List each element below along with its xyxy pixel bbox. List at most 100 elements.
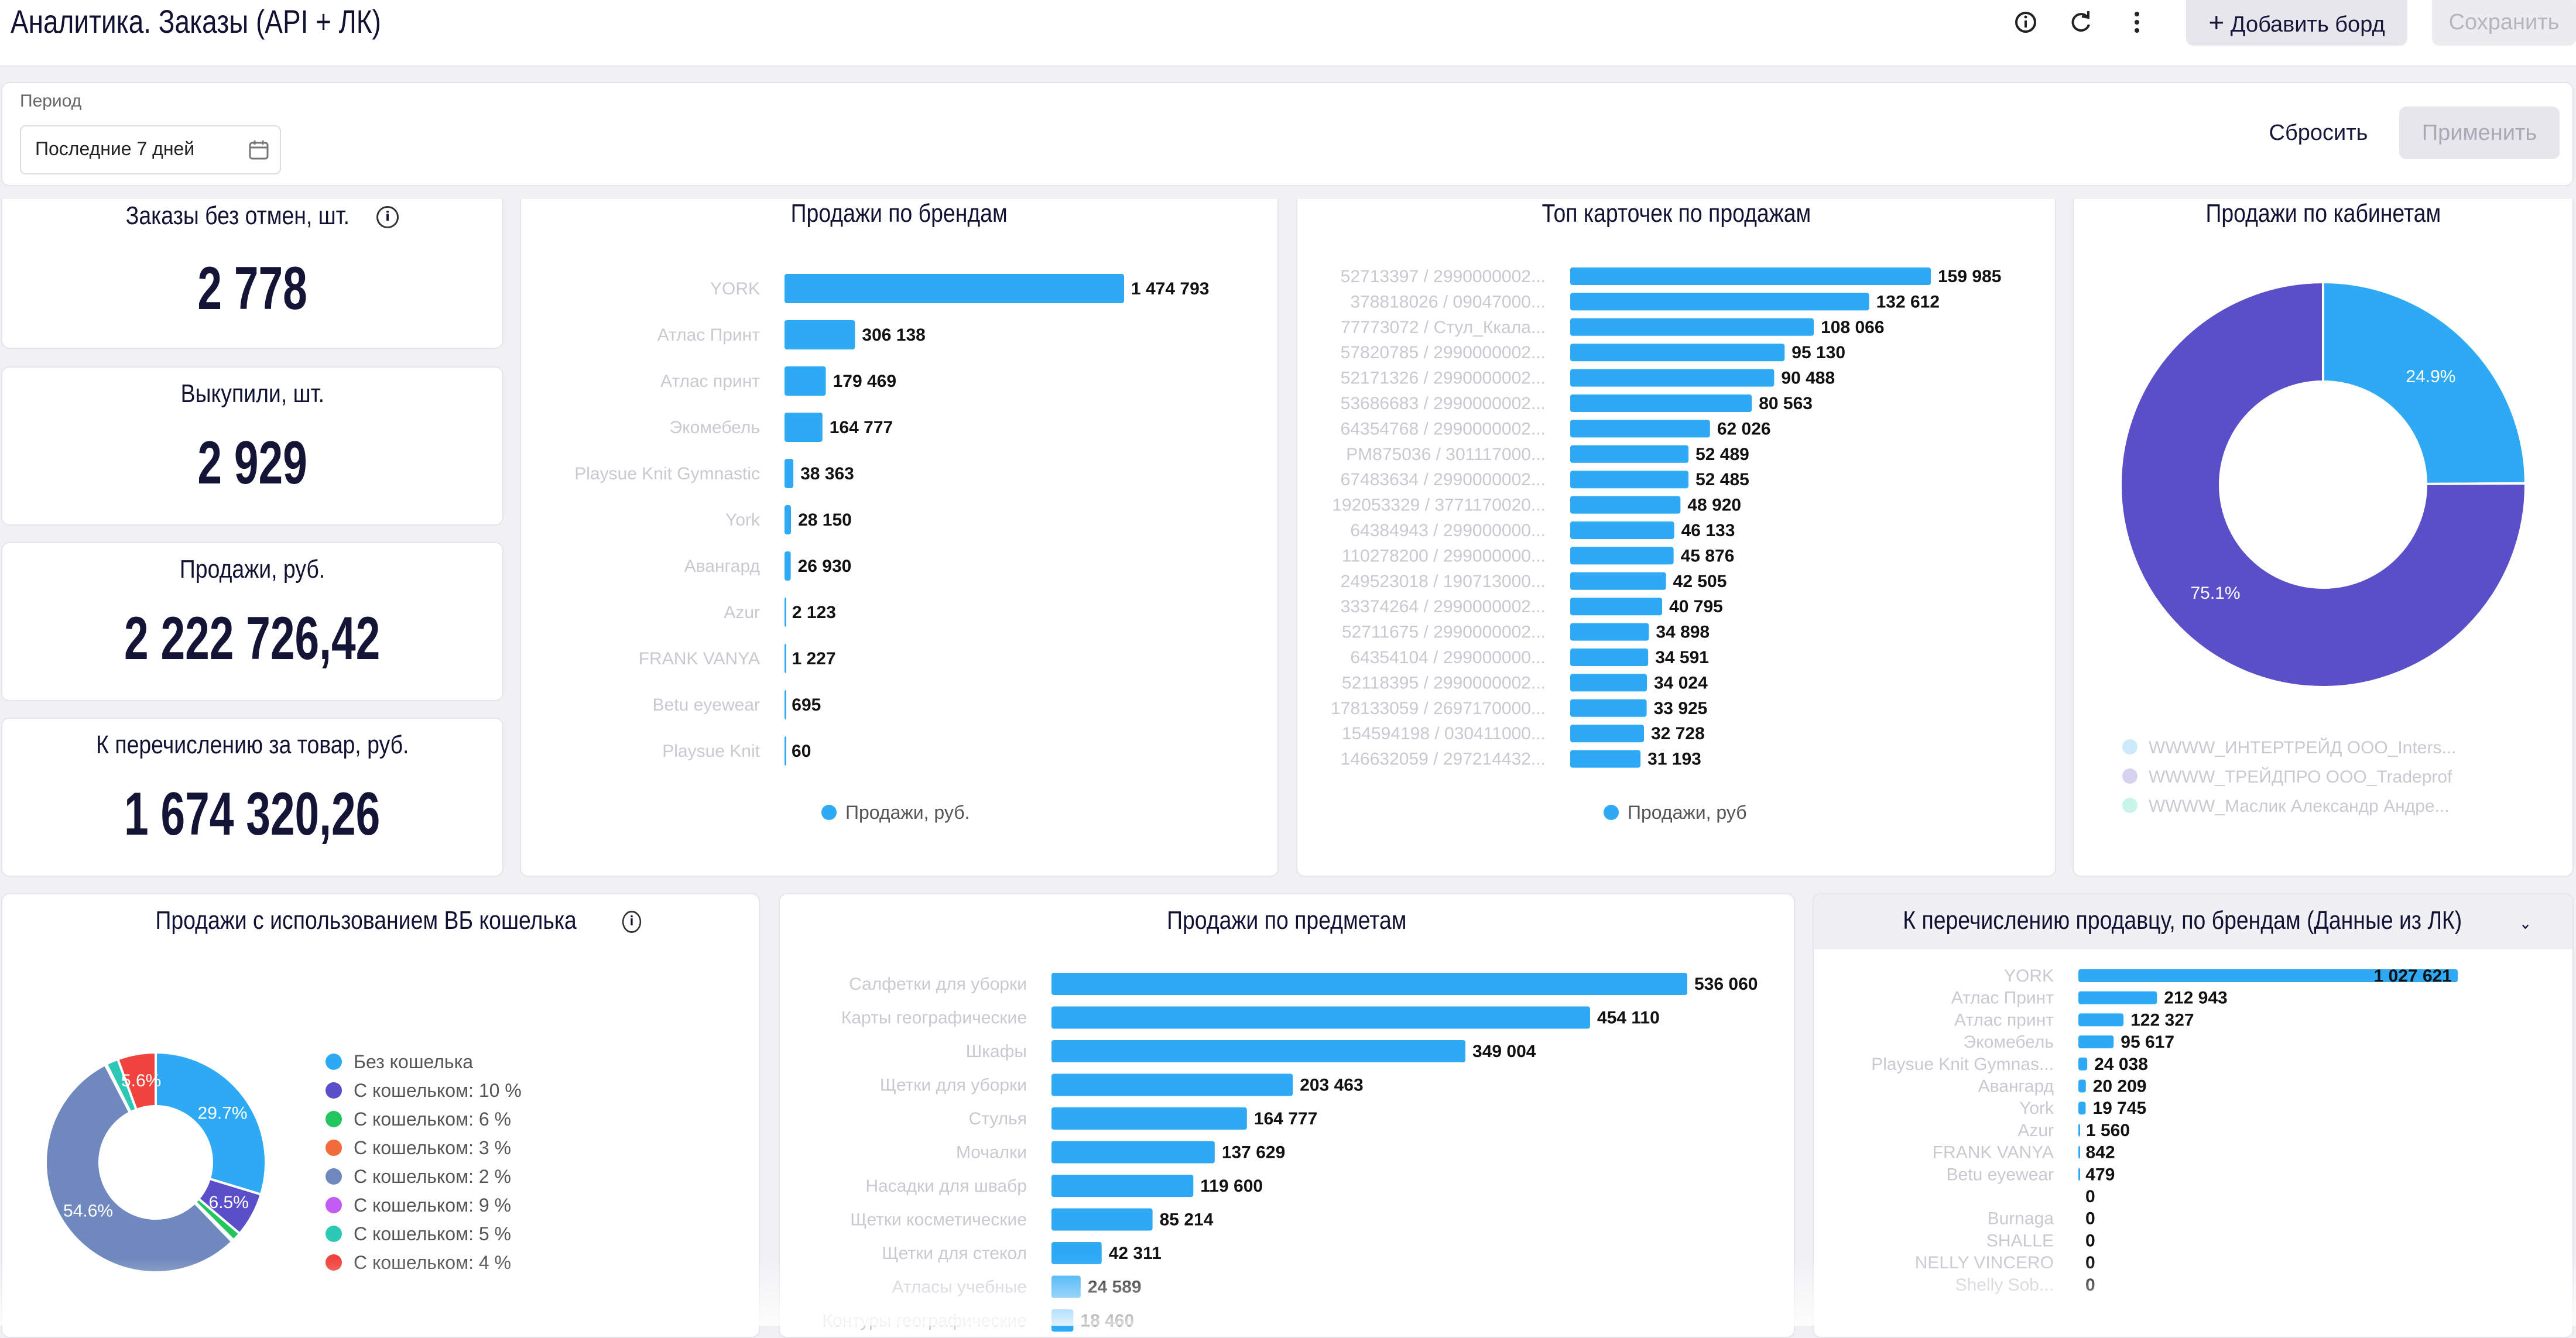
bar: [1051, 973, 1687, 995]
bar: [1570, 623, 1649, 641]
legend-label: WWWW_ИНТЕРТРЕЙД ООО_Inters...: [2149, 737, 2456, 757]
bar-category-label: Playsue Knit Gymnastic: [574, 464, 760, 483]
bar-value-label: 90 488: [1781, 369, 1835, 388]
bar: [785, 366, 826, 396]
bar: [1051, 1040, 1466, 1062]
bar-value-label: 122 327: [2130, 1010, 2194, 1030]
bar-category-label: 192053329 / 3771170020...: [1332, 496, 1546, 515]
payout-dropdown[interactable]: К перечислению продавцу, по брендам (Дан…: [1814, 906, 2572, 935]
chart-card-cabinets: Продажи по кабинетам 24.9% 75.1% WWWW_ИНТЕ…: [2073, 199, 2574, 877]
bar: [785, 274, 1124, 303]
bar-category-label: Атлас Принт: [1951, 989, 2054, 1008]
plus-icon: +: [2208, 7, 2225, 37]
legend-label: С кошельком: 9 %: [354, 1195, 511, 1216]
bar-category-label: Контуры географические: [823, 1311, 1027, 1330]
legend-marker: [326, 1054, 342, 1070]
bar-category-label: Shelly Sob...: [1955, 1275, 2054, 1295]
bar-category-label: Карты географические: [841, 1008, 1027, 1028]
bar-value-label: 0: [2085, 1187, 2095, 1206]
legend-marker: [326, 1197, 342, 1213]
bar-category-label: Стулья: [969, 1109, 1027, 1128]
legend-marker: [1604, 805, 1619, 820]
bar-value-label: 536 060: [1694, 975, 1758, 994]
bar: [785, 320, 855, 349]
bar: [2078, 1035, 2114, 1049]
bar: [785, 459, 794, 488]
bar-value-label: 28 150: [798, 510, 852, 530]
bar: [1051, 1141, 1215, 1164]
bar: [1570, 649, 1649, 666]
more-vertical-icon[interactable]: [2121, 6, 2153, 39]
info-icon[interactable]: i: [622, 911, 642, 934]
payout-brands-bar-chart: YORK 1 027 621 Атлас Принт 212 943 Атлас при…: [1871, 966, 2458, 1295]
bar: [1570, 318, 1814, 336]
bar: [2078, 1057, 2088, 1071]
slice-value-label: 29.7%: [198, 1103, 248, 1123]
bar-value-label: 132 612: [1876, 292, 1940, 311]
bar-category-label: Экомебель: [1964, 1032, 2054, 1052]
bar-category-label: 33374264 / 2990000002...: [1341, 597, 1546, 616]
bar-value-label: 24 589: [1088, 1278, 1142, 1297]
info-icon[interactable]: [2009, 6, 2042, 39]
add-board-button[interactable]: + Добавить борд: [2186, 0, 2407, 46]
filter-bar: Период Последние 7 дней Сбросить Примени…: [1, 82, 2574, 186]
kpi-value: 2 778: [197, 255, 307, 323]
donut-slice: [2322, 280, 2527, 485]
bar-category-label: Экомебель: [670, 418, 760, 437]
legend-label: WWWW_ТРЕЙДПРО ООО_Tradeprof: [2149, 767, 2452, 787]
bar-value-label: 60: [792, 742, 811, 761]
bar-value-label: 34 898: [1656, 623, 1710, 642]
info-icon[interactable]: i: [376, 206, 399, 229]
reset-button[interactable]: Сбросить: [2269, 121, 2368, 145]
bar-category-label: Салфетки для уборки: [849, 975, 1027, 994]
bar-category-label: Атласы учебные: [892, 1278, 1027, 1297]
save-button[interactable]: Сохранить: [2432, 0, 2576, 46]
legend-marker: [821, 805, 837, 820]
bar-value-label: 203 463: [1300, 1076, 1363, 1095]
slice-value-label: 5.6%: [121, 1071, 161, 1090]
chart-title: Топ карточек по продажам: [1542, 199, 1811, 228]
kpi-title: Заказы без отмен, шт.: [125, 201, 350, 230]
kpi-card-orders: Заказы без отмен, шт. i 2 778: [1, 199, 503, 349]
bar-category-label: 64354104 / 299000000...: [1350, 648, 1546, 667]
bar-category-label: Атлас Принт: [657, 325, 761, 345]
bar: [1570, 394, 1752, 412]
bar-category-label: FRANK VANYA: [1933, 1143, 2054, 1162]
calendar-icon: [247, 138, 270, 164]
bar: [785, 736, 786, 766]
card-header: [1814, 894, 2572, 949]
bar-value-label: 52 485: [1695, 470, 1749, 489]
bar-value-label: 164 777: [830, 418, 893, 437]
bar-value-label: 159 985: [1938, 267, 2001, 286]
bar-category-label: Щетки для стекол: [882, 1244, 1027, 1263]
bar: [1570, 598, 1663, 616]
bar: [2078, 1079, 2086, 1093]
chart-card-wallet: Продажи с использованием ВБ кошелька i 2…: [1, 893, 760, 1338]
bar-category-label: 57820785 / 2990000002...: [1341, 343, 1546, 362]
bar-category-label: Playsue Knit Gymnas...: [1871, 1055, 2054, 1074]
period-select[interactable]: Последние 7 дней: [20, 125, 281, 174]
kpi-card-payout: К перечислению за товар, руб. 1 674 320,…: [1, 718, 503, 877]
bar-value-label: 1 560: [2086, 1121, 2130, 1140]
period-label: Период: [20, 91, 82, 111]
bar: [785, 598, 786, 627]
bar-category-label: Azur: [2017, 1121, 2054, 1140]
bar: [1570, 420, 1710, 438]
bar-category-label: Щетки косметические: [850, 1210, 1027, 1230]
bar-category-label: 154594198 / 030411000...: [1342, 724, 1546, 743]
refresh-icon[interactable]: [2064, 6, 2097, 39]
donut-slice: [116, 1051, 157, 1111]
bar-category-label: 178133059 / 2697170000...: [1331, 699, 1546, 718]
bar: [1051, 1242, 1102, 1264]
bar-category-label: 77773072 / Стул_Ккала...: [1341, 318, 1546, 337]
bar: [2078, 1013, 2124, 1027]
bar-category-label: 64384943 / 299000000...: [1350, 521, 1546, 540]
bar-value-label: 24 038: [2094, 1055, 2148, 1074]
legend-marker: [2122, 769, 2137, 784]
apply-button[interactable]: Применить: [2399, 107, 2560, 159]
bar-value-label: 32 728: [1651, 724, 1705, 743]
subjects-bar-chart: Салфетки для уборки 536 060 Карты географи…: [823, 973, 1758, 1332]
bar-category-label: 146632059 / 297214432...: [1341, 750, 1546, 769]
bar-category-label: 53686683 / 2990000002...: [1341, 394, 1546, 413]
bar-value-label: 52 489: [1695, 445, 1749, 464]
